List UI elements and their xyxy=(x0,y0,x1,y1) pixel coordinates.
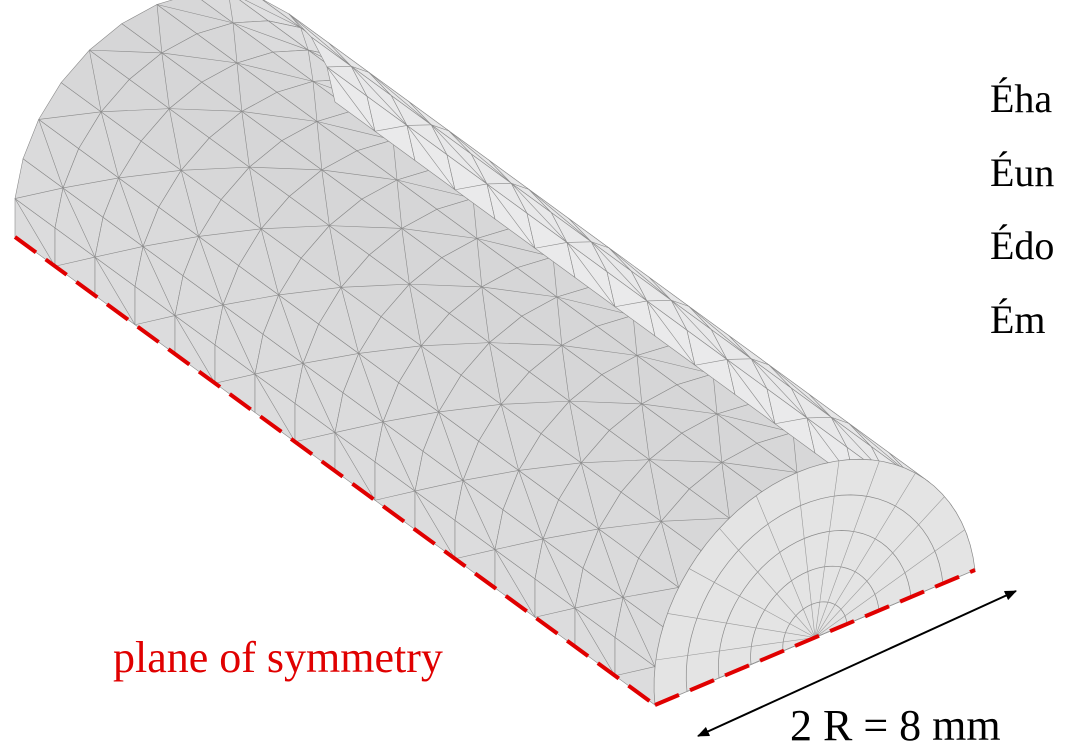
symmetry-label: plane of symmetry xyxy=(113,633,443,682)
page: plane of symmetry 2 R = 8 mm Éha Éun Édo… xyxy=(0,0,1065,749)
figure: plane of symmetry 2 R = 8 mm Éha Éun Édo… xyxy=(0,0,1065,749)
side-text: Éha xyxy=(990,76,1052,121)
side-text: Édo xyxy=(990,223,1054,268)
dimension-label: 2 R = 8 mm xyxy=(790,701,1001,749)
side-text: Éun xyxy=(990,150,1054,195)
side-text: Ém xyxy=(990,297,1046,342)
